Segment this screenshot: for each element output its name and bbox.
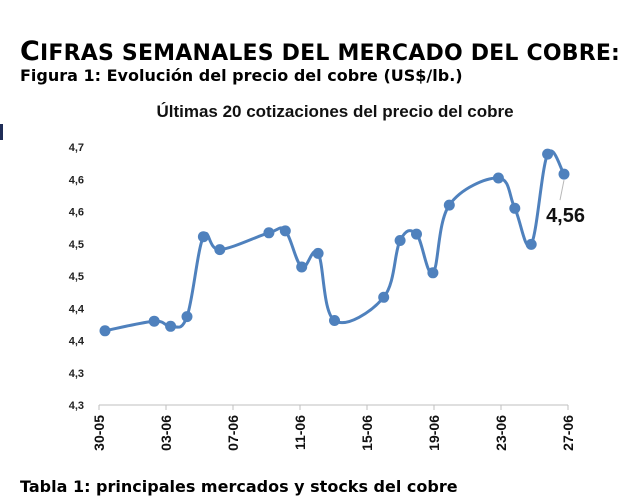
x-tick-label: 23-06 xyxy=(493,415,509,451)
y-tick-label: 4,4 xyxy=(69,336,85,348)
data-point xyxy=(427,267,439,279)
annotation-leader-line xyxy=(559,180,565,201)
data-point xyxy=(558,168,570,180)
x-tick-label: 19-06 xyxy=(426,415,442,451)
copper-price-chart: Últimas 20 cotizaciones del precio del c… xyxy=(69,102,585,451)
data-point xyxy=(492,172,504,184)
data-point xyxy=(525,238,537,250)
data-point xyxy=(394,235,406,246)
x-axis: 30-05 03-06 07-06 11-06 15-06 19-06 23-06 27-06 xyxy=(91,404,576,451)
y-tick-label: 4,6 xyxy=(69,207,84,219)
data-point xyxy=(197,231,209,243)
data-points xyxy=(99,148,570,337)
y-tick-label: 4,3 xyxy=(69,400,84,412)
left-edge-marker xyxy=(0,124,3,140)
data-point xyxy=(443,199,455,211)
y-tick-label: 4,5 xyxy=(69,271,84,283)
data-point xyxy=(411,228,422,240)
heading-rest: IFRAS SEMANALES DEL MERCADO DEL COBRE: xyxy=(40,41,621,66)
data-annotation: 4,56 xyxy=(546,180,585,227)
data-point xyxy=(279,225,291,237)
data-point xyxy=(263,227,275,239)
chart-title: Últimas 20 cotizaciones del precio del c… xyxy=(156,102,513,121)
data-point xyxy=(312,247,324,259)
x-tick-label: 30-05 xyxy=(91,415,107,451)
footer-caption: Tabla 1: principales mercados y stocks d… xyxy=(20,477,458,496)
data-point xyxy=(99,325,111,337)
x-tick-label: 03-06 xyxy=(158,415,174,451)
x-tick-label: 11-06 xyxy=(292,415,308,450)
y-tick-label: 4,6 xyxy=(69,174,84,186)
y-tick-label: 4,3 xyxy=(69,368,84,380)
x-tick-label: 27-06 xyxy=(560,415,576,451)
y-tick-label: 4,5 xyxy=(69,239,84,251)
data-point xyxy=(214,244,226,256)
data-point xyxy=(378,291,390,303)
data-point xyxy=(296,261,308,273)
data-point xyxy=(165,320,177,332)
data-point xyxy=(148,315,160,327)
data-point xyxy=(509,202,521,214)
data-point xyxy=(329,315,340,326)
data-point xyxy=(542,148,554,160)
y-axis: 4,3 4,3 4,4 4,4 4,5 4,5 4,6 4,6 4,7 xyxy=(69,142,85,412)
x-tick-label: 15-06 xyxy=(359,415,375,451)
last-value-label: 4,56 xyxy=(546,205,585,227)
heading-initial: C xyxy=(20,36,41,67)
page-heading: CIFRAS SEMANALES DEL MERCADO DEL COBRE: xyxy=(20,36,620,67)
figure-caption: Figura 1: Evolución del precio del cobre… xyxy=(20,66,463,85)
y-tick-label: 4,7 xyxy=(69,142,84,154)
y-tick-label: 4,4 xyxy=(69,303,85,315)
x-tick-label: 07-06 xyxy=(225,415,241,451)
data-point xyxy=(181,311,193,323)
